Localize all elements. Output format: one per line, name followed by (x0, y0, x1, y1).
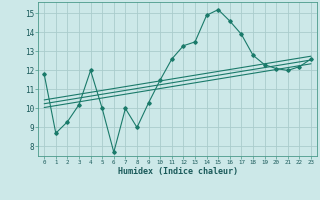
X-axis label: Humidex (Indice chaleur): Humidex (Indice chaleur) (118, 167, 238, 176)
